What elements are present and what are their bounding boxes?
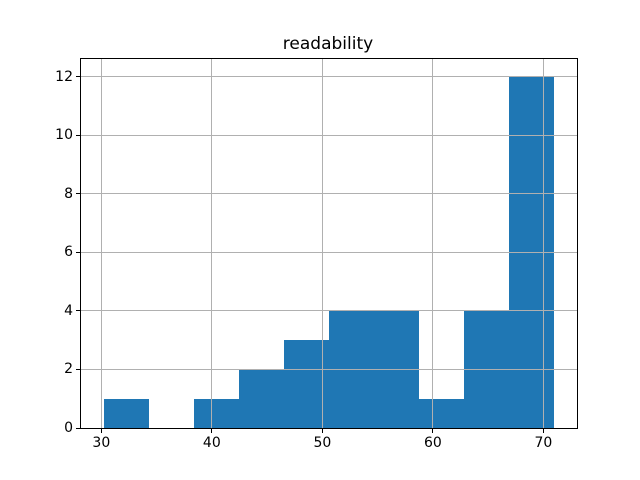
chart-title: readability [282,34,374,54]
y-tick-label: 6 [64,244,73,261]
y-tick-mark [76,193,80,195]
gridline-vertical [542,59,544,428]
y-tick-mark [76,251,80,253]
histogram-bar [238,369,284,428]
x-tick-label: 70 [534,435,553,451]
gridline-horizontal [81,134,577,136]
gridline-horizontal [81,76,577,78]
x-tick-mark [321,429,323,433]
y-tick-label: 0 [64,420,73,436]
histogram-bar [419,398,465,428]
y-tick-label: 4 [64,302,73,319]
gridline-horizontal [81,310,577,312]
x-tick-label: 60 [423,435,442,451]
x-tick-mark [211,429,213,433]
x-tick-mark [432,429,434,433]
y-tick-label: 10 [55,127,73,144]
gridline-horizontal [81,368,577,370]
y-tick-mark [76,427,80,429]
histogram-bar [283,340,329,428]
x-tick-label: 30 [92,435,111,451]
histogram-bar [103,398,149,428]
x-tick-label: 40 [202,435,221,451]
y-tick-label: 2 [64,361,73,378]
x-tick-mark [542,429,544,433]
y-tick-mark [76,134,80,136]
y-tick-label: 12 [55,68,73,85]
y-tick-mark [76,76,80,78]
y-tick-mark [76,368,80,370]
x-tick-mark [100,429,102,433]
histogram-bar [193,398,239,428]
gridline-vertical [211,59,213,428]
plot-area: 30 40 50 60 70 0 2 4 6 8 10 12 [55,58,578,451]
gridline-vertical [321,59,323,428]
x-tick-label: 50 [313,435,332,451]
y-tick-label: 8 [64,185,73,202]
gridline-vertical [432,59,434,428]
gridline-vertical [100,59,102,428]
y-tick-mark [76,310,80,312]
gridline-horizontal [81,193,577,195]
gridline-horizontal [81,251,577,253]
